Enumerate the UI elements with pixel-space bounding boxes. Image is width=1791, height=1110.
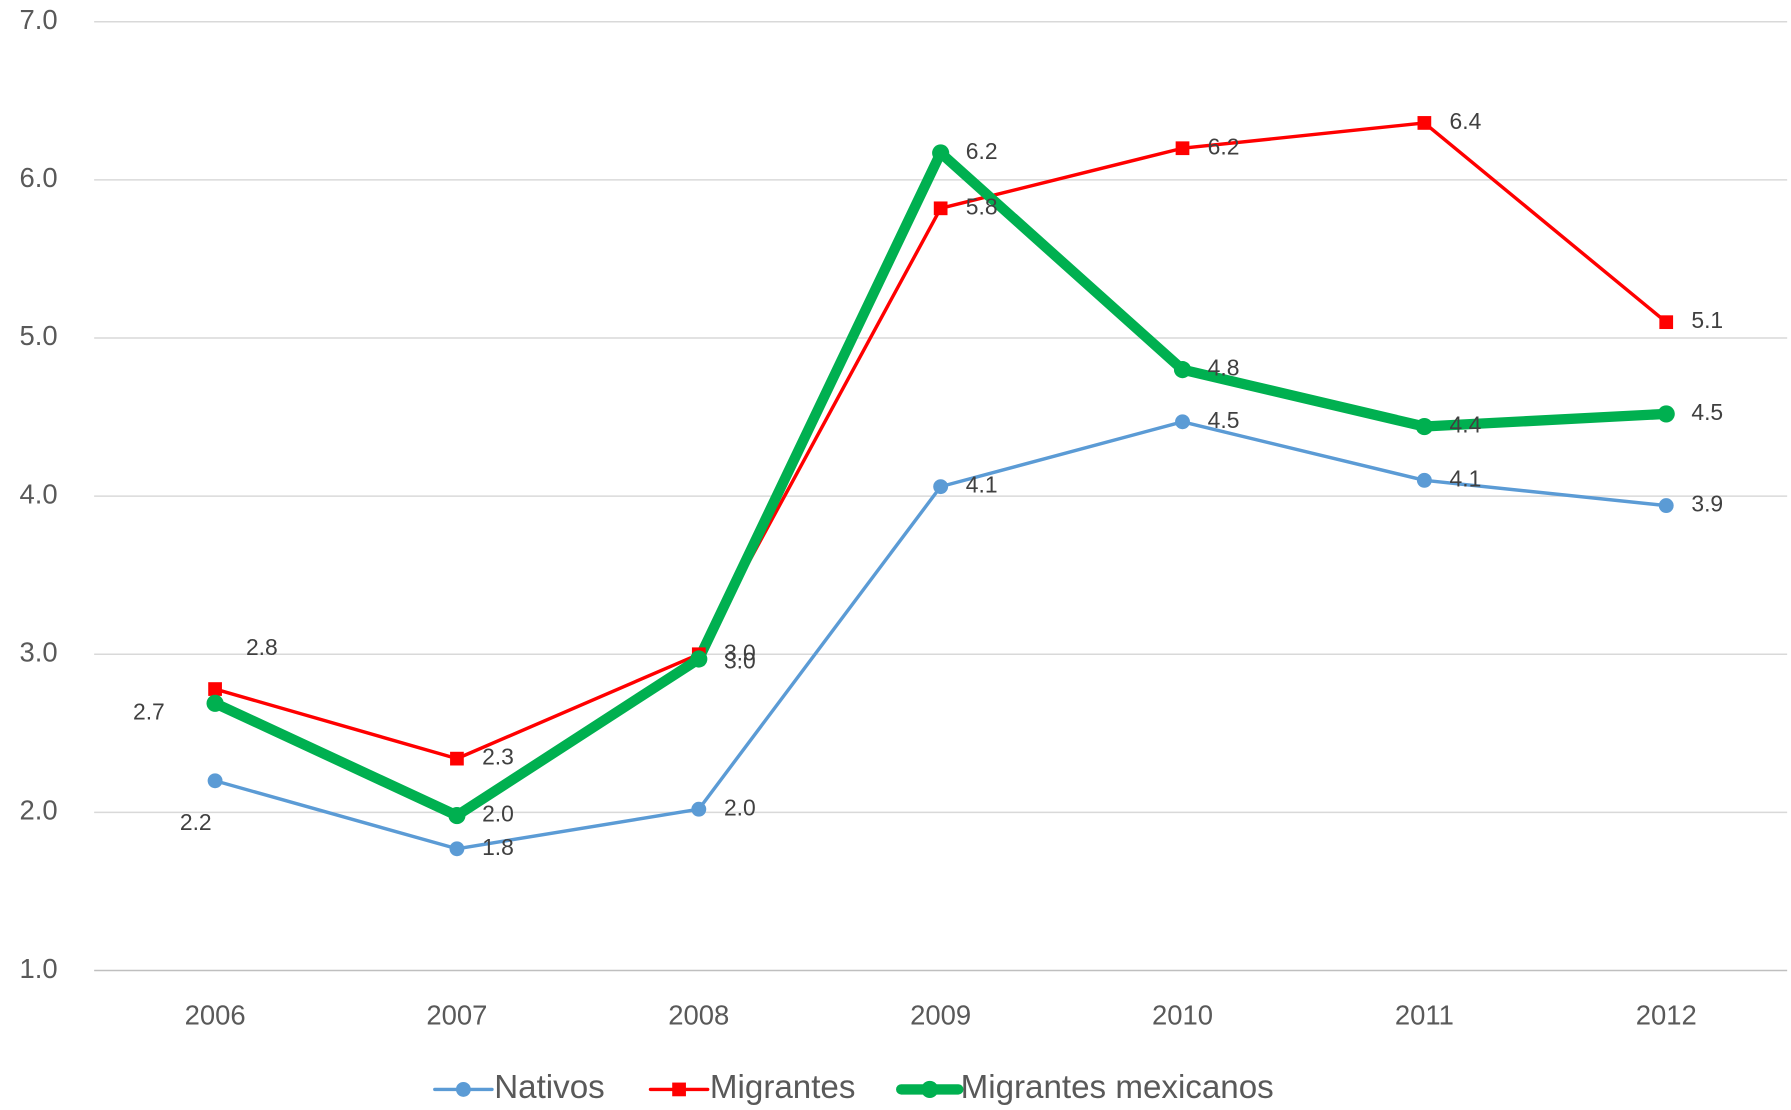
legend-label: Migrantes [710,1069,856,1106]
data-label: 4.5 [1691,399,1723,425]
x-tick-label: 2010 [1152,1000,1213,1031]
marker [1173,361,1192,379]
marker [1657,405,1675,423]
marker [1415,417,1433,436]
data-label: 6.2 [1208,133,1240,159]
marker [1416,472,1432,488]
data-label: 5.8 [966,193,998,219]
x-tick-label: 2012 [1636,1000,1697,1031]
y-tick-label: 2.0 [19,795,57,826]
data-label: 3.9 [1691,491,1723,517]
data-label: 1.8 [482,834,514,860]
data-label: 2.0 [482,801,514,827]
data-label: 2.3 [482,744,514,770]
data-label: 4.1 [1450,465,1482,491]
marker [1658,498,1674,514]
marker [690,650,708,668]
data-label: 3.0 [724,639,756,665]
marker [450,751,464,766]
x-tick-label: 2006 [185,1000,246,1031]
marker [1659,315,1674,330]
data-label: 4.8 [1208,355,1240,381]
y-tick-label: 3.0 [19,637,57,668]
y-tick-label: 6.0 [19,162,57,193]
marker [933,201,948,216]
marker [691,801,707,817]
legend-marker [921,1080,939,1098]
legend-marker [672,1082,686,1097]
data-label: 2.7 [133,699,165,725]
data-label: 6.4 [1450,108,1482,134]
marker [449,841,465,857]
data-label: 4.5 [1208,407,1240,433]
data-label: 6.2 [966,138,998,164]
y-tick-label: 4.0 [19,478,57,509]
marker [932,144,950,162]
marker [933,479,949,495]
marker [207,773,223,789]
data-label: 4.4 [1450,412,1482,438]
marker [448,806,466,825]
marker [208,682,222,696]
line [213,121,1668,761]
y-tick-label: 1.0 [19,953,57,984]
x-tick-label: 2011 [1395,1000,1454,1031]
legend-label: Nativos [494,1069,605,1106]
marker [206,694,224,712]
y-tick-label: 5.0 [19,320,57,351]
legend-label: Migrantes mexicanos [961,1069,1274,1106]
x-tick-label: 2009 [910,1000,971,1031]
data-label: 3.0 [724,647,756,673]
marker [1175,141,1190,156]
data-label: 5.1 [1691,307,1723,333]
legend-marker [455,1081,471,1097]
data-label: 2.0 [724,794,756,820]
data-label: 4.1 [966,472,998,498]
x-tick-label: 2007 [426,1000,487,1031]
data-label: 2.8 [246,634,278,660]
marker [1175,414,1190,430]
data-label: 2.2 [180,809,212,835]
marker [1417,116,1432,130]
y-tick-label: 7.0 [19,4,57,35]
x-tick-label: 2008 [668,1000,729,1031]
